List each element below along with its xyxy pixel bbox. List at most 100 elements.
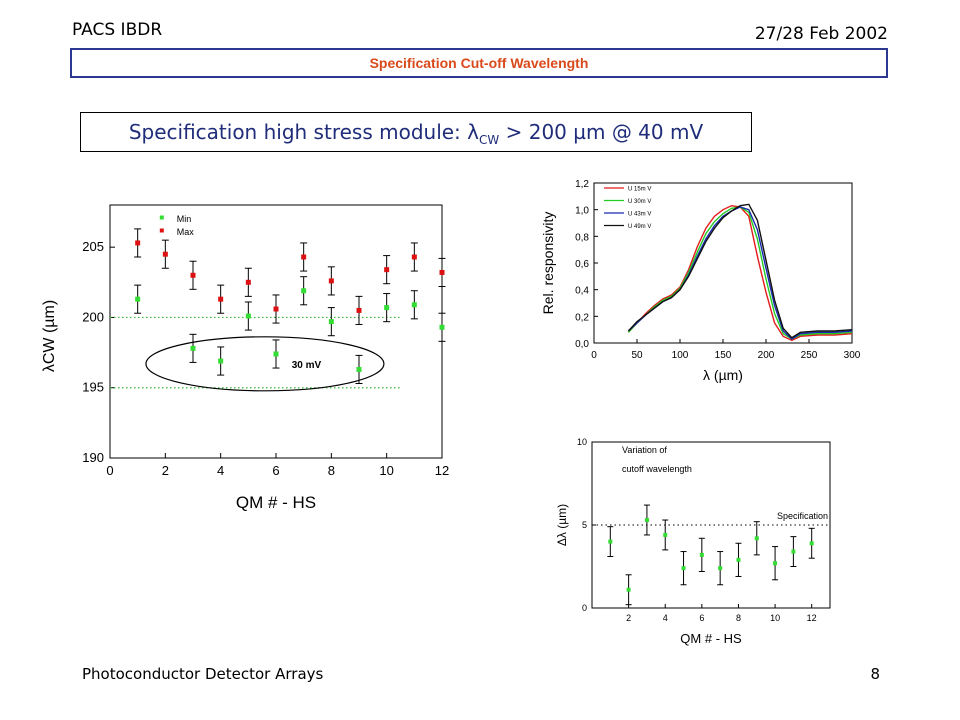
y-tick-label: 190	[82, 450, 104, 465]
x-tick-label: 12	[807, 613, 817, 623]
data-point	[245, 279, 251, 285]
legend-label: U 30m V	[628, 199, 651, 205]
x-tick-label: 4	[217, 463, 224, 478]
data-point	[245, 313, 251, 319]
slide-title: Specification Cut-off Wavelength	[70, 48, 888, 78]
y-tick-label: 5	[582, 520, 587, 530]
data-point	[699, 552, 704, 557]
legend-label: U 43m V	[628, 212, 651, 218]
x-tick-label: 10	[770, 613, 780, 623]
response-curve	[627, 204, 853, 342]
annotation-30mv: 30 mV	[292, 360, 322, 371]
x-tick-label: 6	[699, 613, 704, 623]
x-tick-label: 12	[435, 463, 449, 478]
data-point	[411, 302, 417, 308]
x-tick-label: 8	[328, 463, 335, 478]
y-tick-label: 10	[577, 437, 587, 447]
data-point	[384, 305, 390, 311]
spec-statement: Specification high stress module: λCW > …	[80, 112, 752, 152]
legend-label: U 49m V	[628, 224, 651, 230]
y-tick-label: 200	[82, 309, 104, 324]
y-tick-label: 1,0	[575, 206, 589, 217]
data-point	[218, 358, 224, 364]
data-point	[608, 539, 613, 544]
data-point	[135, 296, 141, 302]
x-tick-label: 8	[736, 613, 741, 623]
x-tick-label: 50	[631, 350, 643, 361]
x-tick-label: 0	[591, 350, 597, 361]
y-tick-label: 0,2	[575, 312, 589, 323]
x-axis-label: QM # - HS	[236, 493, 316, 512]
x-axis-label: λ (µm)	[703, 367, 743, 383]
x-tick-label: 150	[715, 350, 732, 361]
data-point	[411, 254, 417, 260]
data-point	[273, 351, 279, 357]
legend-marker	[159, 228, 164, 233]
annotation-text: cutoff wavelength	[622, 464, 692, 474]
data-point	[190, 272, 196, 278]
highlight-ellipse	[145, 336, 385, 392]
page-number: 8	[870, 665, 880, 683]
y-tick-label: 0,0	[575, 339, 589, 350]
data-point	[190, 345, 196, 351]
legend-label: Min	[177, 214, 192, 224]
header-date: 27/28 Feb 2002	[754, 24, 888, 44]
x-tick-label: 100	[672, 350, 689, 361]
x-tick-label: 2	[162, 463, 169, 478]
y-tick-label: 0,4	[575, 286, 589, 297]
data-point	[301, 254, 307, 260]
y-tick-label: 1,2	[575, 179, 589, 190]
data-point	[736, 557, 741, 562]
data-point	[809, 541, 814, 546]
spec-symbol: λ	[467, 120, 479, 144]
data-point	[754, 536, 759, 541]
data-point	[162, 251, 168, 257]
x-tick-label: 300	[844, 350, 861, 361]
data-point	[384, 267, 390, 273]
data-point	[626, 587, 631, 592]
data-point	[439, 269, 445, 275]
x-tick-label: 250	[801, 350, 818, 361]
legend-label: U 15m V	[628, 187, 651, 193]
y-tick-label: 195	[82, 380, 104, 395]
spec-suffix: > 200 µm @ 40 mV	[499, 120, 704, 144]
x-tick-label: 200	[758, 350, 775, 361]
data-point	[718, 566, 723, 571]
data-point	[644, 518, 649, 523]
y-tick-label: 205	[82, 239, 104, 254]
x-tick-label: 10	[379, 463, 393, 478]
data-point	[218, 296, 224, 302]
data-point	[439, 324, 445, 330]
x-tick-label: 6	[272, 463, 279, 478]
x-tick-label: 0	[106, 463, 113, 478]
footer-left: Photoconductor Detector Arrays	[82, 665, 324, 683]
data-point	[773, 561, 778, 566]
x-tick-label: 4	[663, 613, 668, 623]
y-tick-label: 0,6	[575, 259, 589, 270]
data-point	[328, 278, 334, 284]
data-point	[663, 532, 668, 537]
y-tick-label: 0,8	[575, 232, 589, 243]
data-point	[791, 549, 796, 554]
annotation-text: Variation of	[622, 445, 667, 455]
data-point	[135, 240, 141, 246]
x-axis-label: QM # - HS	[680, 631, 742, 646]
data-point	[301, 288, 307, 294]
spec-subscript: CW	[479, 133, 500, 147]
y-axis-label: λCW (µm)	[41, 300, 58, 372]
data-point	[328, 319, 334, 325]
y-tick-label: 0	[582, 603, 587, 613]
data-point	[273, 306, 279, 312]
y-axis-label: Rel. responsivity	[540, 212, 556, 315]
legend-marker	[159, 215, 164, 220]
spec-prefix: Specification high stress module:	[128, 120, 468, 144]
y-axis-label: Δλ (µm)	[555, 504, 569, 546]
response-curve	[627, 203, 853, 339]
x-tick-label: 2	[626, 613, 631, 623]
data-point	[681, 566, 686, 571]
legend-label: Max	[177, 227, 195, 237]
header-left: PACS IBDR	[72, 20, 163, 40]
